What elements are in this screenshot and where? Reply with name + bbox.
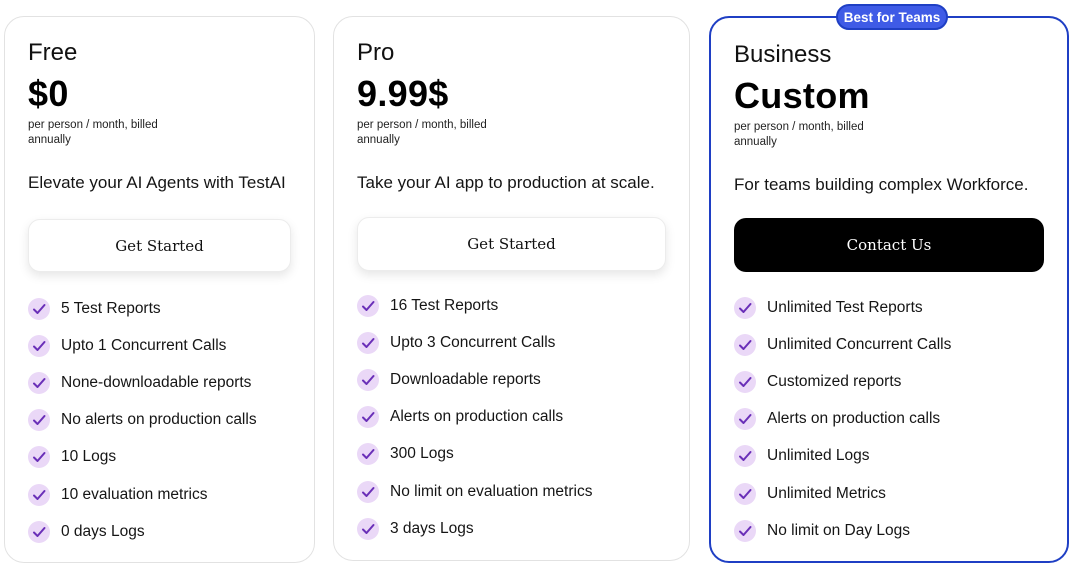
feature-label: 300 Logs (390, 445, 454, 463)
check-icon (357, 517, 379, 540)
feature-item: Alerts on production calls (357, 399, 592, 436)
feature-label: 0 days Logs (61, 522, 145, 540)
feature-item: Unlimited Concurrent Calls (734, 326, 951, 363)
feature-label: 5 Test Reports (61, 299, 161, 317)
check-icon (357, 294, 379, 317)
check-icon (734, 519, 756, 542)
check-icon (28, 334, 50, 357)
check-icon (28, 446, 50, 469)
feature-item: 16 Test Reports (357, 287, 592, 324)
plan-price: 9.99$ (357, 73, 449, 114)
feature-label: Upto 1 Concurrent Calls (61, 336, 227, 354)
feature-label: Alerts on production calls (767, 410, 941, 428)
feature-list: 16 Test Reports Upto 3 Concurrent Calls … (357, 287, 592, 547)
check-icon (28, 483, 50, 506)
check-icon (357, 331, 379, 354)
plan-name: Pro (357, 39, 395, 66)
feature-label: Unlimited Metrics (767, 484, 886, 502)
check-icon (357, 368, 379, 391)
feature-label: 3 days Logs (390, 519, 474, 537)
plan-tagline: For teams building complex Workforce. (734, 175, 1029, 194)
check-icon (357, 480, 379, 503)
plan-tagline: Take your AI app to production at scale. (357, 173, 655, 192)
feature-item: 10 Logs (28, 439, 257, 476)
price-note: per person / month, billed annually (734, 121, 864, 148)
plan-card-free: Free $0 per person / month, billed annua… (4, 16, 315, 563)
feature-item: 5 Test Reports (28, 290, 257, 327)
check-icon (28, 371, 50, 394)
plan-tagline: Elevate your AI Agents with TestAI (28, 173, 286, 192)
feature-label: No limit on evaluation metrics (390, 482, 593, 500)
feature-label: Customized reports (767, 372, 902, 390)
feature-item: 300 Logs (357, 436, 592, 473)
feature-label: Unlimited Concurrent Calls (767, 335, 952, 353)
check-icon (357, 443, 379, 466)
plan-name: Business (734, 41, 832, 68)
feature-item: No limit on Day Logs (734, 512, 951, 549)
feature-item: 3 days Logs (357, 510, 592, 547)
feature-label: Alerts on production calls (390, 408, 564, 426)
feature-label: Unlimited Logs (767, 447, 870, 465)
feature-label: No limit on Day Logs (767, 521, 911, 539)
feature-item: Customized reports (734, 363, 951, 400)
feature-item: 10 evaluation metrics (28, 476, 257, 513)
check-icon (734, 296, 756, 319)
feature-item: None-downloadable reports (28, 364, 257, 401)
check-icon (734, 333, 756, 356)
feature-item: Downloadable reports (357, 361, 592, 398)
plan-card-business: Business Custom per person / month, bill… (709, 16, 1069, 563)
check-icon (734, 408, 756, 431)
feature-label: 10 evaluation metrics (61, 485, 208, 503)
feature-item: Upto 3 Concurrent Calls (357, 324, 592, 361)
feature-item: Unlimited Test Reports (734, 289, 951, 326)
best-for-teams-badge: Best for Teams (836, 4, 948, 30)
plan-price: $0 (28, 73, 69, 114)
feature-item: Alerts on production calls (734, 401, 951, 438)
contact-us-button[interactable]: Contact Us (734, 218, 1044, 272)
check-icon (357, 406, 379, 429)
check-icon (734, 482, 756, 505)
plan-price: Custom (734, 75, 870, 116)
feature-label: No alerts on production calls (61, 411, 257, 429)
check-icon (28, 297, 50, 320)
plan-name: Free (28, 39, 78, 66)
feature-item: Upto 1 Concurrent Calls (28, 327, 257, 364)
feature-item: Unlimited Logs (734, 438, 951, 475)
feature-label: Upto 3 Concurrent Calls (390, 333, 556, 351)
feature-item: No alerts on production calls (28, 402, 257, 439)
feature-label: None-downloadable reports (61, 373, 252, 391)
feature-item: No limit on evaluation metrics (357, 473, 592, 510)
get-started-button[interactable]: Get Started (357, 217, 666, 271)
feature-label: 10 Logs (61, 448, 117, 466)
plan-card-pro: Pro 9.99$ per person / month, billed ann… (333, 16, 690, 561)
feature-item: 0 days Logs (28, 513, 257, 550)
get-started-button[interactable]: Get Started (28, 219, 291, 272)
feature-list: Unlimited Test Reports Unlimited Concurr… (734, 289, 951, 549)
feature-label: Unlimited Test Reports (767, 298, 923, 316)
feature-label: 16 Test Reports (390, 296, 499, 314)
feature-item: Unlimited Metrics (734, 475, 951, 512)
price-note: per person / month, billed annually (357, 119, 487, 146)
check-icon (734, 370, 756, 393)
check-icon (734, 445, 756, 468)
check-icon (28, 409, 50, 432)
price-note: per person / month, billed annually (28, 119, 158, 146)
feature-list: 5 Test Reports Upto 1 Concurrent Calls N… (28, 290, 257, 550)
feature-label: Downloadable reports (390, 370, 541, 388)
check-icon (28, 520, 50, 543)
